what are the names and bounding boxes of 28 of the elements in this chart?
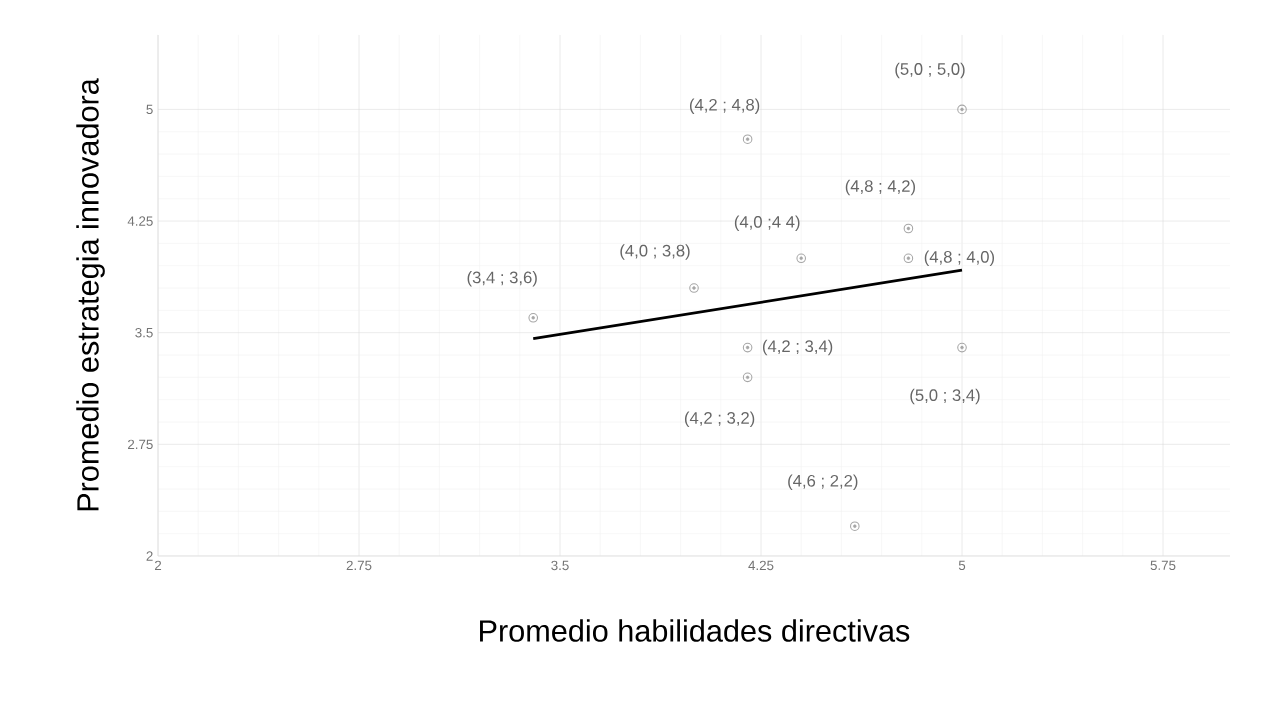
y-axis-title: Promedio estrategia innovadora bbox=[76, 78, 105, 511]
point bbox=[528, 313, 539, 323]
y-tick-label: 3.5 bbox=[135, 327, 153, 338]
point bbox=[903, 253, 914, 264]
point bbox=[796, 253, 807, 264]
annotation: (4,6 ; 2,2) bbox=[788, 474, 858, 490]
x-tick-label: 4.25 bbox=[748, 560, 774, 571]
annotation: (4,8 ; 4,0) bbox=[924, 250, 995, 267]
annotation: (4,2 ; 4,8) bbox=[689, 98, 760, 114]
y-tick-label: 2 bbox=[146, 551, 153, 561]
x-tick-label: 2.75 bbox=[346, 560, 372, 571]
annotation: (5,0 ; 3,4) bbox=[910, 388, 980, 405]
y-tick-label: 2.75 bbox=[128, 439, 153, 450]
annotation: (4,0 ; 3,8) bbox=[620, 244, 690, 260]
annotation: (3,4 ; 3,6) bbox=[467, 271, 537, 287]
annotation: (4,8 ; 4,2) bbox=[845, 179, 916, 196]
x-tick-label: 5 bbox=[958, 560, 966, 570]
x-tick-label: 5.75 bbox=[1150, 560, 1176, 570]
x-tick-label: 3.5 bbox=[551, 560, 569, 571]
y-tick-label: 4.25 bbox=[127, 216, 153, 226]
x-tick-label: 2 bbox=[154, 560, 162, 571]
annotation: (5,0 ; 5,0) bbox=[895, 62, 965, 79]
annotation: (4,2 ; 3,4) bbox=[762, 339, 833, 356]
annotation: (4,0 ;4 4) bbox=[734, 215, 800, 232]
y-tick-label: 5 bbox=[146, 104, 153, 115]
annotation: (4,2 ; 3,2) bbox=[684, 411, 755, 428]
point bbox=[850, 521, 860, 532]
x-axis-title: Promedio habilidades directivas bbox=[480, 619, 910, 642]
